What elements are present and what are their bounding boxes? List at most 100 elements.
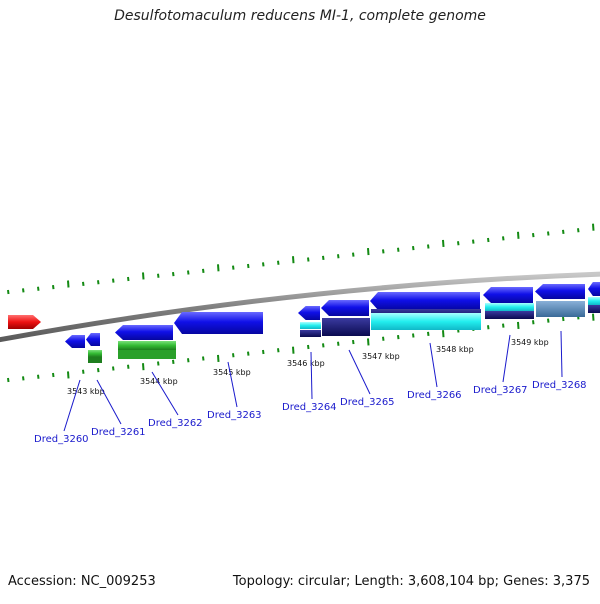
gene-arrow [321,300,369,316]
gene-label-leader [560,330,563,378]
accession-label: Accession: NC_009253 [8,574,156,589]
upper-scale-tick [127,276,130,282]
upper-scale-tick [307,257,310,262]
scale-layer: 3543 kbp 3544 kbp 3545 kbp 3546 kbp 3547 kbp… [7,223,595,396]
cog-block-navy [322,318,370,336]
upper-scale-tick [592,223,595,231]
gene-label[interactable]: Dred_3262 [148,418,203,429]
gene-label[interactable]: Dred_3267 [473,385,528,396]
upper-scale-tick [52,285,55,290]
feature-layer [8,282,600,363]
cog-block-cyan [485,303,534,311]
upper-scale-tick [337,254,340,259]
lower-scale-tick [592,313,595,321]
lower-scale-tick [517,321,520,329]
lower-scale-tick [322,343,325,348]
lower-scale-tick [532,320,535,325]
cog-block-green [118,341,176,350]
upper-scale-tick [112,278,115,283]
lower-scale-tick [217,354,220,362]
lower-scale-tick [337,341,340,346]
upper-scale-tick [157,273,160,278]
gene-label-leader [96,379,122,425]
gene-label[interactable]: Dred_3263 [207,410,262,421]
upper-scale-tick [517,231,520,239]
gene-label-leader [429,342,438,388]
lower-scale-tick [157,361,160,366]
upper-scale-tick [97,280,100,285]
scale-tick-label: 3544 kbp [140,377,178,386]
lower-scale-tick [547,318,550,323]
cog-block-green [88,350,102,357]
gene-arrow [535,284,585,299]
scale-tick-label: 3547 kbp [362,352,400,361]
gene-label[interactable]: Dred_3268 [532,380,587,391]
gene-label-leader [227,361,238,408]
cog-block-steel [536,301,585,317]
lower-scale-tick [262,349,265,355]
gene-label[interactable]: Dred_3266 [407,390,462,401]
upper-scale-tick [67,280,70,288]
upper-scale-tick [292,256,295,264]
upper-scale-tick [247,263,250,269]
upper-scale-tick [532,233,535,238]
upper-scale-tick [322,255,325,261]
cog-block-green-dark [118,350,176,359]
gene-label[interactable]: Dred_3261 [91,427,146,438]
upper-scale-tick [472,239,475,244]
scale-tick-label: 3546 kbp [287,359,325,368]
lower-scale-tick [82,369,85,374]
lower-scale-tick [427,331,430,336]
upper-scale-tick [172,272,175,277]
gene-label-leader [502,334,511,383]
cog-block-cyan [300,322,321,329]
gene-arrow [115,325,173,340]
map-title: Desulfotomaculum reducens MI-1, complete… [114,8,486,24]
lower-scale-tick [397,334,400,340]
lower-scale-tick [562,316,565,322]
cog-block-cyan [371,313,481,330]
lower-scale-tick [37,374,40,379]
scale-tick-label: 3543 kbp [67,387,105,396]
upper-scale-tick [352,252,355,257]
genome-backbone [0,271,600,343]
scale-tick-label: 3545 kbp [213,368,251,377]
cog-block-navy [588,305,600,313]
upper-scale-tick [277,260,280,265]
upper-scale-tick [487,237,490,243]
lower-scale-tick [307,344,310,350]
upper-scale-tick [427,244,430,249]
cog-block-navy [485,311,534,319]
upper-scale-tick [442,239,445,247]
lower-scale-tick [187,358,190,363]
gene-arrow [174,312,263,334]
lower-scale-tick [202,356,205,361]
upper-scale-tick [217,264,220,272]
lower-scale-tick [367,338,370,346]
upper-scale-tick [82,281,85,287]
lower-scale-tick [382,336,385,341]
gene-arrow [298,306,320,320]
lower-scale-tick [502,323,505,328]
cog-block-green-dark [88,357,102,363]
upper-scale-tick [577,228,580,233]
upper-scale-tick [397,247,400,252]
upper-scale-tick [382,249,385,254]
gene-arrow [370,292,480,310]
lower-scale-tick [67,371,70,379]
lower-scale-tick [97,367,100,373]
scale-tick-label: 3549 kbp [511,338,549,347]
upper-scale-tick [22,288,25,293]
gene-label-leader [310,351,313,400]
lower-scale-tick [442,330,445,338]
gene-label[interactable]: Dred_3265 [340,397,395,408]
lower-scale-tick [487,325,490,330]
lower-scale-tick [142,363,145,371]
gene-arrow [86,333,100,346]
cog-block-cyan [588,297,600,305]
gene-label[interactable]: Dred_3260 [34,434,89,445]
gene-label[interactable]: Dred_3264 [282,402,337,413]
cog-block-navy [300,330,321,337]
